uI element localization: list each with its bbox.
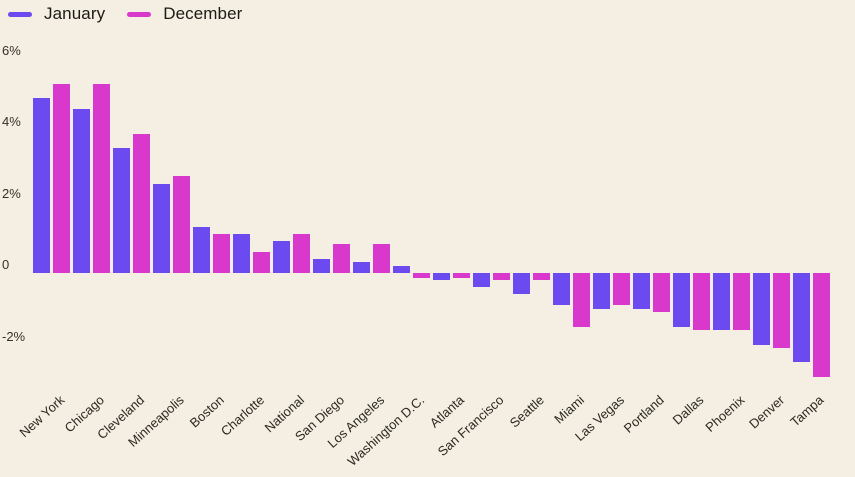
bar-january [433,273,450,281]
legend-item-january: January [8,4,127,24]
legend-label-january: January [44,4,106,23]
bar-january [753,273,770,345]
x-axis-label: Dallas [669,392,707,428]
bar-december [693,273,710,331]
legend-label-december: December [163,4,243,23]
bar-january [673,273,690,327]
bar-january [553,273,570,306]
bar-december [733,273,750,331]
bar-december [453,273,470,278]
bar-january [233,233,250,273]
bar-december [373,244,390,273]
bar-january [73,108,90,273]
bar-january [153,183,170,273]
x-axis-label: Tampa [787,392,827,430]
bar-december [293,233,310,273]
bar-december [613,273,630,306]
bar-january [353,262,370,273]
bar-december [133,133,150,273]
x-axis-label: Charlotte [217,392,267,439]
x-axis-label: Seattle [506,392,547,431]
y-axis-tick-label: 2% [2,185,21,201]
bar-january [633,273,650,309]
y-axis-tick-label: 4% [2,114,21,129]
bar-december [93,83,110,273]
y-axis-tick-label: 6% [2,42,21,58]
bar-december [333,244,350,273]
january-swatch-icon [8,11,32,17]
bar-december [53,83,70,273]
bar-january [193,226,210,273]
y-axis-tick-label: 0 [2,257,10,272]
bar-january [113,147,130,273]
bar-january [393,265,410,273]
x-axis-label: Phoenix [701,392,747,435]
bar-january [593,273,610,309]
bar-january [33,97,50,273]
bar-december [533,273,550,281]
bar-december [573,273,590,327]
bar-january [273,240,290,273]
december-swatch-icon [127,11,152,17]
bar-january [513,273,530,295]
x-axis-label: Denver [745,392,787,432]
bar-january [473,273,490,288]
x-axis-label: Miami [551,392,587,427]
y-axis-tick-label: -2% [2,328,26,344]
bar-december [813,273,830,377]
legend-item-december: December [127,4,264,24]
legend: January December [8,2,264,26]
bar-january [793,273,810,363]
bar-december [213,233,230,273]
x-axis-label: Portland [620,392,667,436]
bar-january [713,273,730,331]
bar-january [313,258,330,273]
bar-december [413,273,430,278]
x-axis-label: New York [16,392,67,441]
bar-december [653,273,670,313]
bar-december [253,251,270,273]
bar-december [173,176,190,273]
bar-december [493,273,510,281]
bar-december [773,273,790,349]
